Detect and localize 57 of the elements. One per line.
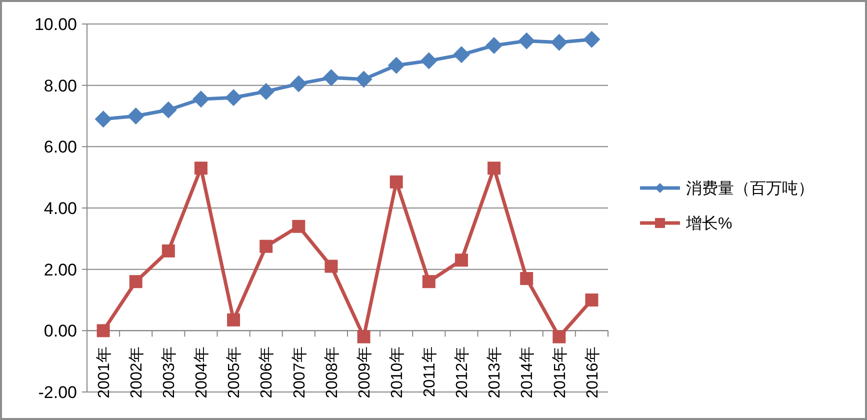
x-tick-label: 2001年 [96, 346, 113, 398]
point [162, 244, 175, 258]
point [96, 324, 110, 338]
x-tick-label: 2007年 [291, 346, 308, 398]
y-tick-label: 2.00 [44, 260, 77, 280]
point [129, 275, 142, 288]
point [324, 260, 338, 273]
x-tick-label: 2016年 [584, 346, 602, 398]
point [518, 32, 536, 50]
point [486, 36, 503, 54]
point [452, 46, 470, 64]
y-tick-label: -2.00 [38, 382, 77, 402]
point [225, 89, 242, 106]
x-tick-label: 2004年 [194, 346, 211, 398]
y-tick-label: 6.00 [44, 138, 77, 157]
x-tick-label: 2002年 [128, 346, 146, 398]
point [290, 75, 308, 92]
point [550, 34, 568, 51]
point [520, 272, 534, 286]
x-tick-label: 2006年 [258, 346, 276, 398]
legend-label: 消费量（百万吨） [686, 180, 814, 198]
x-tick-label: 2008年 [324, 346, 341, 398]
point [552, 330, 566, 344]
point [94, 110, 112, 128]
legend-label: 增长% [685, 214, 732, 233]
x-tick-label: 2014年 [519, 346, 536, 398]
point [292, 220, 306, 233]
x-tick-label: 2011年 [422, 346, 439, 398]
point [420, 52, 438, 70]
y-tick-label: 8.00 [44, 76, 77, 96]
point [388, 56, 405, 74]
point [357, 330, 370, 344]
point [422, 275, 436, 288]
x-tick-label: 2010年 [388, 346, 406, 398]
point [127, 108, 144, 124]
point [192, 90, 210, 108]
point [194, 162, 208, 175]
x-tick-label: 2013年 [486, 346, 504, 398]
point [585, 294, 598, 306]
point [260, 240, 273, 253]
point [583, 30, 600, 48]
point [390, 175, 403, 188]
y-tick-label: 10.00 [34, 14, 77, 34]
point [322, 69, 340, 86]
point [227, 313, 240, 326]
point [355, 70, 372, 88]
x-tick-label: 2003年 [161, 346, 178, 398]
x-tick-label: 2009年 [356, 346, 374, 398]
point [160, 101, 177, 118]
x-tick-label: 2012年 [454, 346, 472, 398]
x-tick-label: 2015年 [552, 346, 569, 398]
point [258, 82, 275, 100]
y-tick-label: 0.00 [44, 322, 77, 341]
point [488, 162, 501, 175]
x-tick-label: 2005年 [226, 346, 244, 398]
point [454, 254, 468, 267]
y-tick-label: 4.00 [44, 198, 77, 218]
